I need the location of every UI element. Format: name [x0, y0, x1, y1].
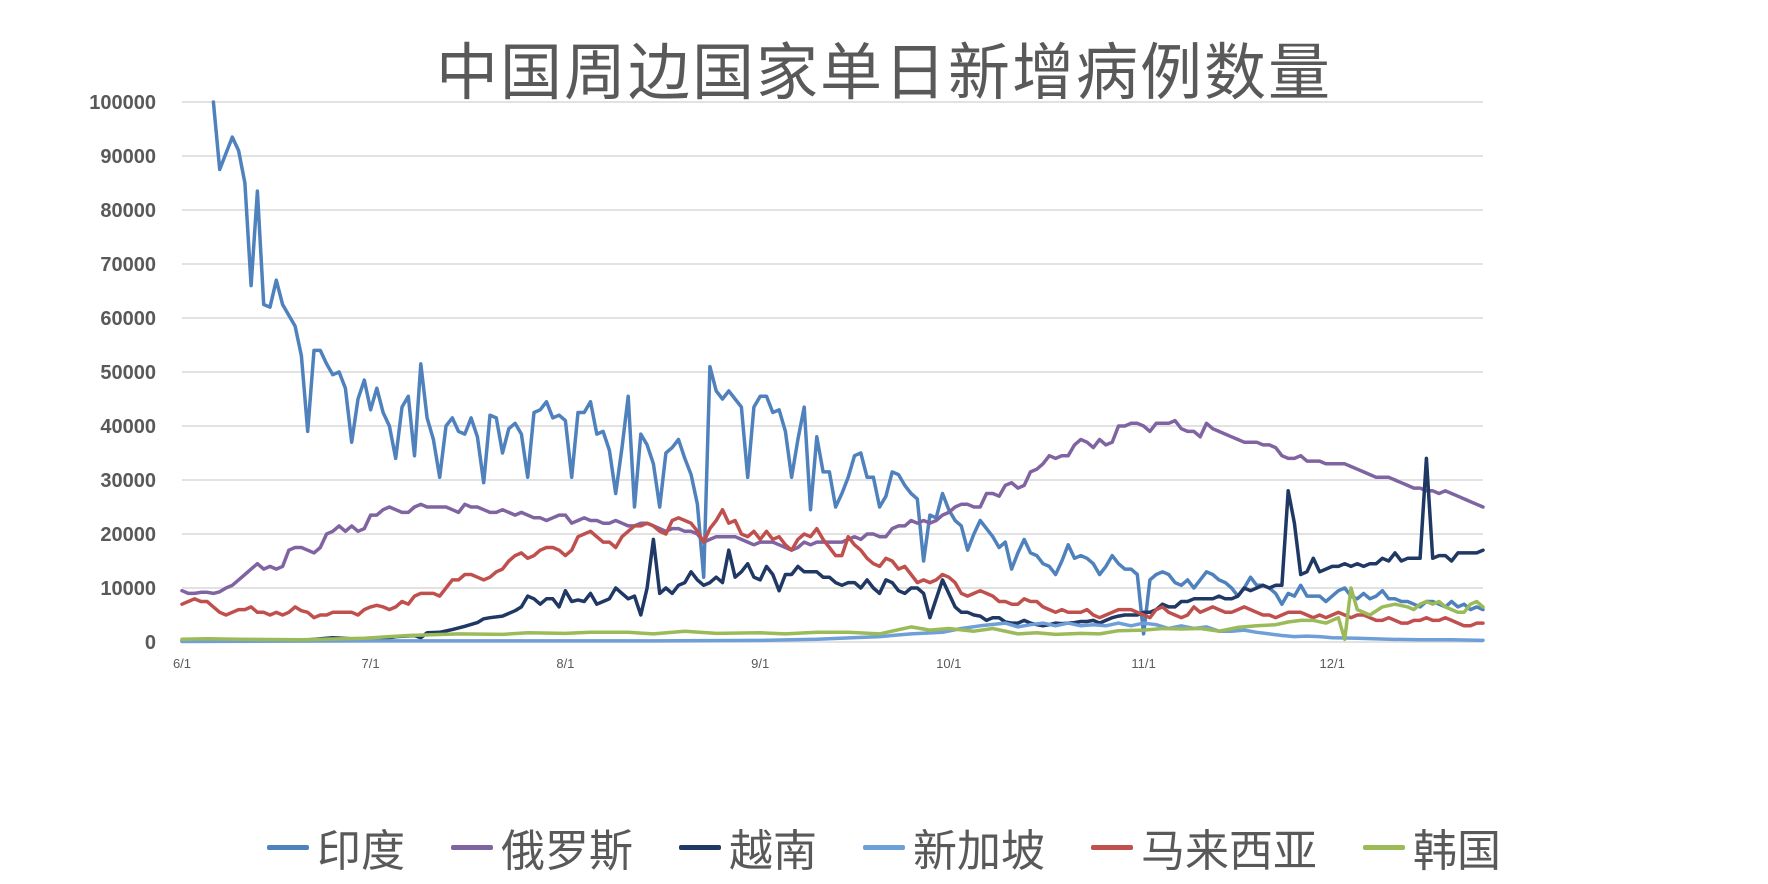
legend-item: 印度	[267, 815, 405, 879]
legend-label: 印度	[317, 826, 405, 877]
legend-swatch	[1363, 844, 1405, 850]
legend-label: 韩国	[1413, 826, 1501, 877]
series-line-4	[180, 621, 1485, 644]
x-tick-label: 6/1	[173, 656, 191, 671]
legend-label: 俄罗斯	[501, 826, 633, 877]
series-line-6	[180, 586, 1485, 642]
legend-swatch	[267, 844, 309, 850]
y-tick-label: 80000	[100, 200, 156, 222]
x-tick-label: 7/1	[362, 656, 380, 671]
y-tick-label: 0	[145, 632, 156, 654]
series-line-5	[180, 507, 1485, 628]
legend-label: 马来西亚	[1141, 826, 1317, 877]
y-tick-label: 30000	[100, 470, 156, 492]
series-line-2	[180, 418, 1485, 596]
legend-item: 韩国	[1363, 815, 1501, 879]
series-line-3	[180, 456, 1485, 643]
series-line-1	[211, 100, 1485, 636]
x-tick-label: 11/1	[1131, 656, 1155, 671]
legend-swatch	[451, 844, 493, 850]
legend-item: 俄罗斯	[451, 815, 633, 879]
x-tick-label: 9/1	[751, 656, 769, 671]
legend-swatch	[863, 844, 905, 850]
legend-swatch	[679, 844, 721, 850]
legend-label: 新加坡	[913, 826, 1045, 877]
legend-swatch	[1091, 844, 1133, 850]
x-tick-label: 12/1	[1320, 656, 1345, 671]
y-tick-label: 40000	[100, 416, 156, 438]
y-tick-label: 70000	[100, 254, 156, 276]
chart-title: 中国周边国家单日新增病例数量	[435, 36, 1332, 109]
x-tick-label: 10/1	[936, 656, 961, 671]
y-tick-label: 90000	[100, 146, 156, 168]
y-tick-label: 20000	[100, 524, 156, 546]
y-tick-label: 100000	[89, 92, 156, 114]
x-tick-label: 8/1	[556, 656, 574, 671]
legend-item: 越南	[679, 815, 817, 879]
legend-item: 马来西亚	[1091, 815, 1317, 879]
legend: 印度 俄罗斯 越南 新加坡 马来西亚 韩国	[0, 812, 1768, 882]
y-tick-label: 60000	[100, 308, 156, 330]
y-tick-label: 10000	[100, 578, 156, 600]
legend-label: 越南	[729, 826, 817, 877]
y-tick-label: 50000	[100, 362, 156, 384]
legend-item: 新加坡	[863, 815, 1045, 879]
